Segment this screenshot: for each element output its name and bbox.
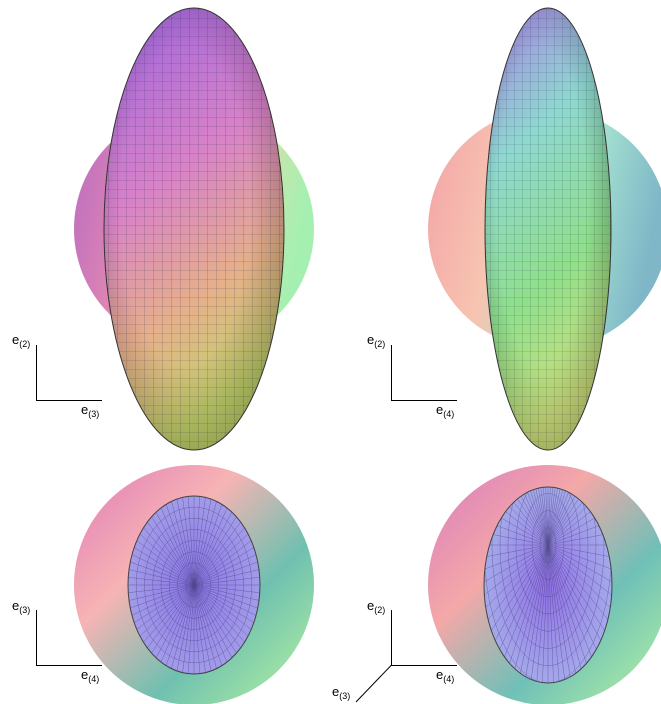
ellipsoid-figure-bottom-right (428, 465, 661, 704)
axis-vertical-line (391, 345, 392, 401)
ellipsoid-figure-bottom-left (74, 465, 314, 704)
axis-vertical-line (36, 610, 37, 666)
axis-label-horizontal: e(4) (81, 667, 100, 684)
axis-label-diagonal: e(3) (332, 684, 351, 701)
ellipsoid-figure-top-right (428, 7, 661, 451)
axis-label-vertical: e(2) (367, 332, 386, 349)
axis-label-vertical: e(2) (12, 332, 31, 349)
ellipsoid (103, 7, 285, 451)
axis-horizontal-line (391, 665, 457, 666)
axis-label-horizontal: e(4) (436, 667, 455, 684)
axis-label-vertical: e(3) (12, 598, 31, 615)
axis-label-horizontal: e(3) (81, 402, 100, 419)
ellipsoid (483, 486, 613, 684)
axis-vertical-line (36, 345, 37, 401)
axis-label-horizontal: e(4) (436, 402, 455, 419)
axis-horizontal-line (36, 400, 102, 401)
ellipsoid (127, 495, 261, 675)
ellipsoid-figure-top-left (74, 7, 314, 451)
axis-horizontal-line (391, 400, 457, 401)
axis-horizontal-line (36, 665, 102, 666)
axis-vertical-line (391, 610, 392, 666)
axis-diagonal-line (355, 664, 392, 703)
axis-label-vertical: e(2) (367, 598, 386, 615)
ellipsoid (484, 7, 612, 451)
